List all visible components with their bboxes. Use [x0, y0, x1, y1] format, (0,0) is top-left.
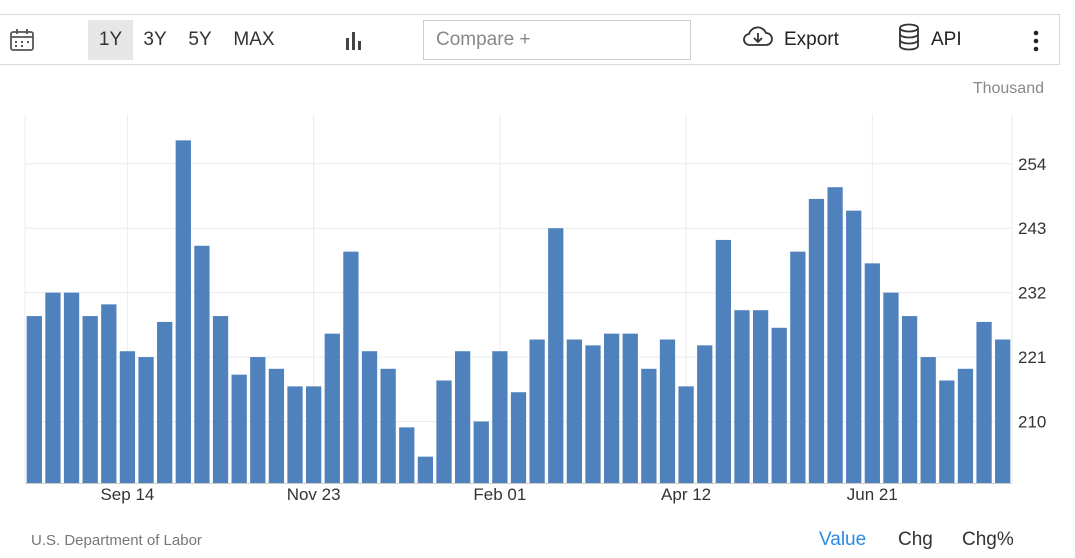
- bar: [920, 357, 936, 483]
- change-tab[interactable]: Chg: [898, 529, 933, 550]
- calendar-icon[interactable]: [8, 27, 36, 53]
- bar: [380, 368, 396, 483]
- bar: [995, 339, 1011, 483]
- bar: [436, 380, 452, 483]
- bar: [194, 245, 210, 483]
- api-button[interactable]: API: [897, 23, 962, 57]
- bar: [566, 339, 583, 483]
- bar: [790, 251, 806, 483]
- bar: [510, 392, 527, 483]
- bar: [697, 345, 713, 483]
- x-tick-label: Nov 23: [287, 485, 341, 504]
- bar: [361, 351, 378, 483]
- y-tick-label: 210: [1018, 413, 1046, 432]
- bar: [771, 327, 787, 483]
- bar: [473, 421, 489, 483]
- x-tick-label: Sep 14: [100, 485, 154, 504]
- y-tick-label: 254: [1018, 155, 1046, 174]
- bar: [976, 321, 992, 483]
- bar: [641, 368, 657, 483]
- bar: [492, 351, 508, 483]
- bar: [287, 386, 303, 483]
- bar: [399, 427, 415, 483]
- api-label: API: [931, 29, 962, 50]
- bar: [324, 333, 340, 483]
- bar: [548, 228, 564, 483]
- bar: [45, 292, 61, 483]
- bar: [957, 368, 974, 483]
- y-tick-label: 243: [1018, 219, 1046, 238]
- bar: [119, 351, 136, 483]
- change-percent-tab[interactable]: Chg%: [962, 529, 1014, 550]
- bar-chart-icon[interactable]: [340, 28, 368, 54]
- bar: [901, 316, 918, 483]
- bar: [268, 368, 285, 483]
- bar: [752, 310, 769, 483]
- export-button[interactable]: Export: [742, 23, 839, 57]
- bar: [846, 210, 862, 483]
- bar: [939, 380, 955, 483]
- x-tick-label: Jun 21: [847, 485, 898, 504]
- x-tick-label: Apr 12: [661, 485, 711, 504]
- bar: [26, 316, 42, 483]
- more-vertical-icon[interactable]: [1026, 27, 1046, 55]
- bar: [622, 333, 638, 483]
- bar: [212, 316, 229, 483]
- range-5y-button[interactable]: 5Y: [188, 29, 212, 50]
- bar: [250, 357, 266, 483]
- x-tick-label: Feb 01: [473, 485, 526, 504]
- y-tick-label: 221: [1018, 348, 1046, 367]
- bar: [138, 357, 154, 483]
- bar: [883, 292, 899, 483]
- bar: [343, 251, 359, 483]
- bar: [603, 333, 620, 483]
- compare-input[interactable]: [423, 20, 691, 60]
- database-icon: [897, 23, 921, 57]
- bar: [678, 386, 694, 483]
- bar: [808, 198, 825, 483]
- bar: [63, 292, 80, 483]
- range-max-button[interactable]: MAX: [233, 29, 275, 50]
- bar: [715, 239, 731, 483]
- bar: [734, 310, 750, 483]
- bar: [82, 316, 98, 483]
- value-tab[interactable]: Value: [819, 529, 867, 550]
- bar: [454, 351, 471, 483]
- chart-toolbar: 1Y 3Y 5Y MAX Export API: [0, 14, 1060, 65]
- bar: [101, 304, 117, 483]
- export-label: Export: [784, 29, 839, 50]
- range-1y-button[interactable]: 1Y: [88, 20, 133, 60]
- bar: [864, 263, 880, 483]
- range-3y-button[interactable]: 3Y: [143, 29, 167, 50]
- unit-label: Thousand: [972, 80, 1044, 97]
- bar: [417, 456, 434, 483]
- bar: [827, 187, 843, 483]
- bar: [585, 345, 601, 483]
- bar: [175, 140, 191, 483]
- bar: [157, 321, 173, 483]
- bar: [231, 374, 247, 483]
- bar: [659, 339, 676, 483]
- bar: [306, 386, 322, 483]
- cloud-download-icon: [742, 25, 774, 55]
- bar: [529, 339, 545, 483]
- source-label: U.S. Department of Labor: [31, 532, 202, 549]
- y-tick-label: 232: [1018, 284, 1046, 303]
- bar-chart: Sep 14 Nov 23 Feb 01 Apr 12 Jun 21 210 221 232 2…: [24, 114, 1046, 504]
